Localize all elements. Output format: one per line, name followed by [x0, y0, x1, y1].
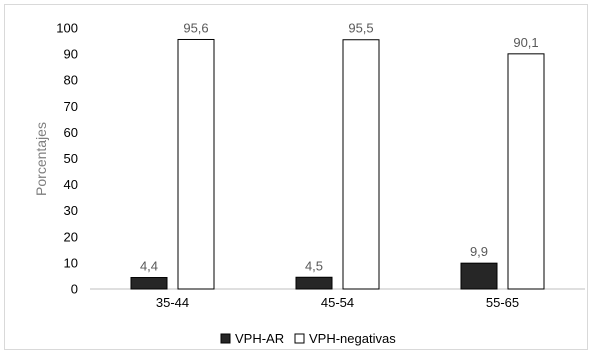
legend-label-vph-negativas: VPH-negativas: [309, 331, 396, 346]
y-tick-label: 30: [64, 203, 78, 218]
data-label: 4,5: [305, 258, 323, 273]
legend-swatch-vph-negativas: [294, 333, 305, 344]
data-labels: 4,4 95,6 4,5 95,5 9,9 90,1: [140, 20, 539, 273]
bar-vph-ar-55-65: [460, 262, 498, 290]
y-tick-label: 70: [64, 99, 78, 114]
y-tick-label: 0: [71, 282, 78, 297]
y-tick-label: 90: [64, 47, 78, 62]
y-tick-label: 10: [64, 255, 78, 270]
y-tick-label: 20: [64, 229, 78, 244]
x-tick-label: 55-65: [486, 295, 519, 310]
bars: [130, 38, 545, 290]
y-tick-label: 40: [64, 177, 78, 192]
data-label: 95,5: [348, 21, 373, 36]
x-tick-label: 45-54: [321, 295, 354, 310]
data-label: 90,1: [513, 35, 538, 50]
bar-vph-ar-35-44: [130, 277, 168, 290]
legend-swatch-vph-ar: [220, 333, 231, 344]
y-axis-ticks: 0 10 20 30 40 50 60 70 80 90 100: [56, 21, 78, 297]
bar-vph-negativas-45-54: [342, 39, 380, 290]
x-axis-ticks: 35-44 45-54 55-65: [156, 295, 519, 310]
chart-frame: [4, 4, 588, 350]
legend: VPH-AR VPH-negativas: [220, 331, 396, 346]
y-tick-label: 100: [56, 21, 78, 36]
y-axis-label: Porcentajes: [33, 122, 49, 196]
data-label: 4,4: [140, 259, 158, 274]
y-tick-label: 60: [64, 125, 78, 140]
x-tick-label: 35-44: [156, 295, 189, 310]
bar-vph-negativas-55-65: [507, 53, 545, 290]
y-tick-label: 50: [64, 151, 78, 166]
data-label: 9,9: [470, 244, 488, 259]
bar-vph-ar-45-54: [295, 276, 333, 290]
legend-label-vph-ar: VPH-AR: [235, 331, 284, 346]
bar-vph-negativas-35-44: [177, 38, 215, 290]
y-tick-label: 80: [64, 73, 78, 88]
data-label: 95,6: [183, 20, 208, 35]
